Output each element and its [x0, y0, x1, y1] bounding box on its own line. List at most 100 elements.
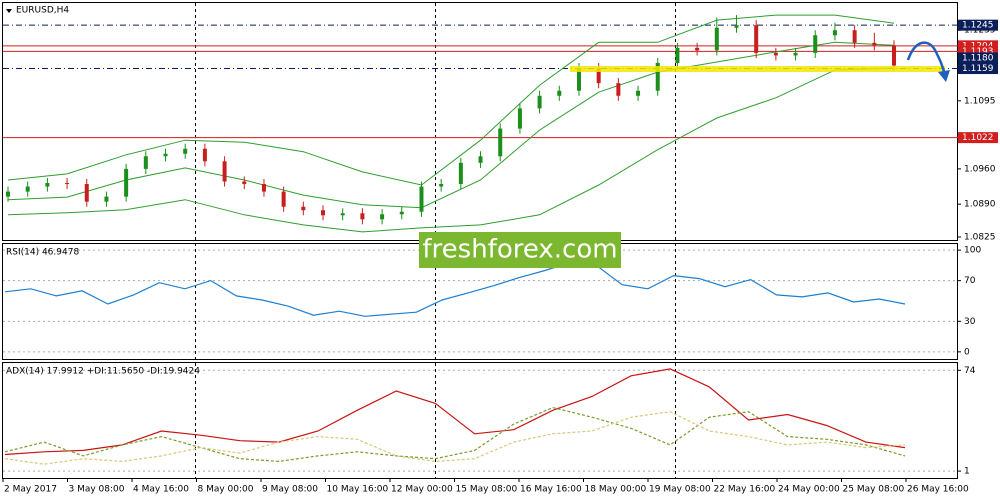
candle-body: [183, 148, 188, 154]
level-label-box: [958, 52, 998, 64]
y-tick-label: 1.1235: [964, 26, 996, 36]
level-label-box: [958, 45, 998, 57]
y-tick-label: 1.0960: [964, 164, 996, 174]
candle-body: [202, 148, 207, 162]
candle-body: [281, 191, 286, 207]
watermark: freshforex.com: [422, 235, 617, 265]
candle-body: [734, 25, 739, 28]
y-tick-label: 1.1095: [964, 96, 996, 106]
candle-body: [596, 68, 601, 84]
level-label: 1.1193: [962, 47, 994, 57]
candle-body: [498, 128, 503, 157]
candle-body: [793, 52, 798, 56]
candle-body: [636, 90, 641, 96]
x-tick-label: 12 May 00:00: [391, 485, 453, 495]
level-label-box: [958, 19, 998, 31]
x-tick-label: 26 May 16:00: [907, 485, 969, 495]
candle-body: [872, 42, 877, 46]
x-tick-label: 10 May 16:00: [327, 485, 389, 495]
y-tick-label: 1.0890: [964, 200, 996, 210]
level-label: 1.1180: [962, 53, 994, 63]
y-tick-label: 1: [964, 467, 970, 477]
level-label: 1.1245: [962, 21, 994, 31]
level-label-box: [958, 132, 998, 144]
menu-triangle: [6, 9, 12, 13]
separators: [195, 3, 676, 478]
candle-body: [380, 214, 385, 220]
x-tick-label: 25 May 08:00: [843, 485, 905, 495]
forecast-arrow: [906, 41, 947, 77]
candle-body: [25, 186, 30, 192]
x-tick-label: 3 May 08:00: [69, 485, 125, 495]
candle-body: [675, 47, 680, 63]
level-label: 1.1159: [962, 64, 994, 74]
indicator-line: [4, 411, 906, 465]
watermark-box: [419, 232, 621, 268]
indicator-line: [4, 368, 906, 456]
candle-body: [517, 108, 522, 129]
candle-body: [360, 213, 365, 220]
y-tick-label: 100: [964, 246, 981, 256]
candle-body: [773, 52, 778, 56]
candle-body: [301, 206, 306, 211]
candle-body: [478, 156, 483, 163]
y-tick-label: 74: [964, 366, 976, 376]
candle-body: [616, 83, 621, 96]
y-tick-label: 30: [964, 317, 976, 327]
candle-body: [813, 35, 818, 53]
candle-body: [852, 30, 857, 43]
y-tick-label: 1.0825: [964, 232, 996, 242]
candle-body: [439, 184, 444, 187]
bollinger-lower: [7, 67, 895, 233]
candle-body: [143, 156, 148, 169]
candle-body: [84, 184, 89, 202]
x-tick-label: 9 May 08:00: [262, 485, 318, 495]
candle-body: [340, 213, 345, 216]
candle-body: [6, 191, 10, 197]
candle-body: [124, 168, 129, 197]
candle-body: [576, 68, 581, 91]
indicator-line: [4, 261, 906, 317]
x-tick-label: 15 May 08:00: [456, 485, 518, 495]
candle-body: [695, 47, 700, 51]
x-tick-label: 4 May 16:00: [133, 485, 189, 495]
x-tick-label: 22 May 16:00: [714, 485, 776, 495]
level-label-box: [958, 40, 998, 52]
bollinger-middle: [7, 41, 895, 209]
x-tick-label: 24 May 00:00: [778, 485, 840, 495]
bollinger-upper: [7, 14, 895, 186]
candle-body: [222, 161, 227, 182]
candle-body: [163, 153, 168, 157]
candle-body: [399, 211, 404, 215]
candle-body: [557, 90, 562, 96]
x-tick-label: 2 May 2017: [4, 485, 57, 495]
candle-body: [321, 210, 326, 216]
chart-title: EURUSD,H4: [16, 6, 69, 16]
arrow-head: [938, 70, 950, 82]
candle-body: [65, 183, 70, 185]
candle-body: [242, 181, 247, 185]
x-tick-label: 8 May 00:00: [198, 485, 254, 495]
candle-body: [714, 27, 719, 51]
plot-layer: 1.12351.10951.09601.08901.08251.12451.12…: [2, 14, 998, 495]
candle-body: [45, 183, 50, 187]
y-tick-label: 0: [964, 347, 970, 357]
candle-body: [754, 25, 759, 53]
indicator-line: [4, 406, 906, 463]
x-tick-label: 18 May 00:00: [585, 485, 647, 495]
candle-body: [832, 30, 837, 36]
x-tick-label: 16 May 16:00: [520, 485, 582, 495]
y-tick-label: 70: [964, 276, 976, 286]
rsi-title: RSI(14) 46.9478: [6, 248, 79, 258]
adx-title: ADX(14) 17.9912 +DI:11.5650 -DI:19.9424: [6, 367, 200, 377]
candle-body: [419, 186, 424, 212]
candle-body: [458, 162, 463, 185]
level-label: 1.1022: [962, 133, 994, 143]
level-label-box: [958, 63, 998, 75]
candle-body: [537, 95, 542, 109]
candle-body: [892, 45, 896, 66]
adx-frame: [2, 362, 958, 479]
x-tick-label: 19 May 08:00: [649, 485, 711, 495]
candle-body: [655, 62, 660, 91]
